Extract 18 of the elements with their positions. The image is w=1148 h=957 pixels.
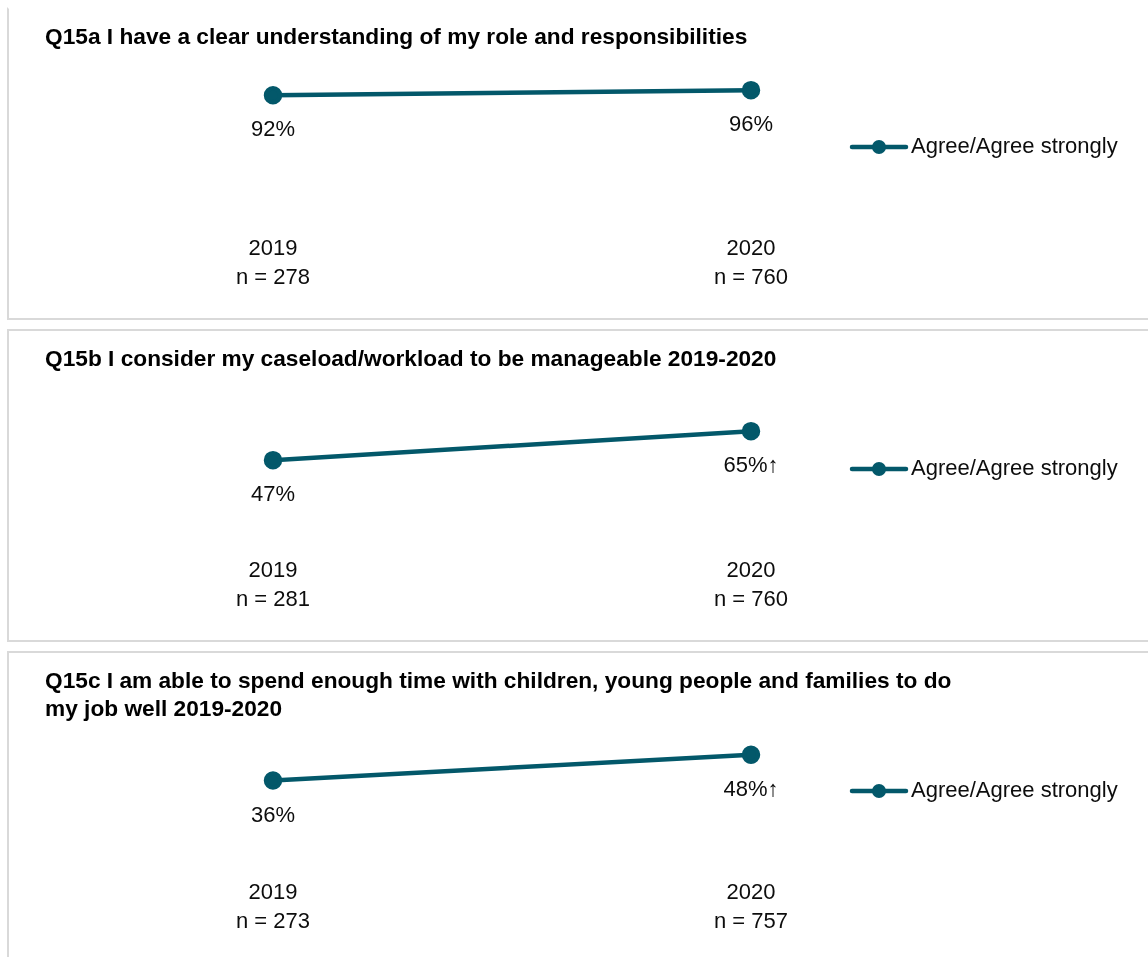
legend-label: Agree/Agree strongly — [911, 777, 1118, 803]
data-label: 36% — [250, 801, 296, 827]
chart-title: Q15a I have a clear understanding of my role and responsibilities — [45, 22, 749, 50]
data-label: 65%↑ — [723, 452, 779, 478]
x-tick-label: 2020 n = 760 — [713, 557, 789, 611]
data-label: 96% — [728, 111, 774, 137]
x-tick-label: 2020 n = 757 — [713, 879, 789, 933]
x-tick-label: 2020 n = 760 — [713, 235, 789, 289]
legend-label: Agree/Agree strongly — [911, 133, 1118, 159]
x-tick-label: 2019 n = 281 — [235, 557, 311, 611]
data-label: 48%↑ — [723, 775, 779, 801]
chart-title: Q15b I consider my caseload/workload to be manageable 2019-2020 — [45, 344, 778, 372]
x-tick-label: 2019 n = 273 — [235, 879, 311, 933]
data-label: 47% — [250, 481, 296, 507]
x-tick-label: 2019 n = 278 — [235, 235, 311, 289]
legend-label: Agree/Agree strongly — [911, 455, 1118, 481]
data-label: 92% — [250, 116, 296, 142]
chart-title: Q15c I am able to spend enough time with children, young people and families to do my job well 2019-2020 — [45, 666, 953, 722]
